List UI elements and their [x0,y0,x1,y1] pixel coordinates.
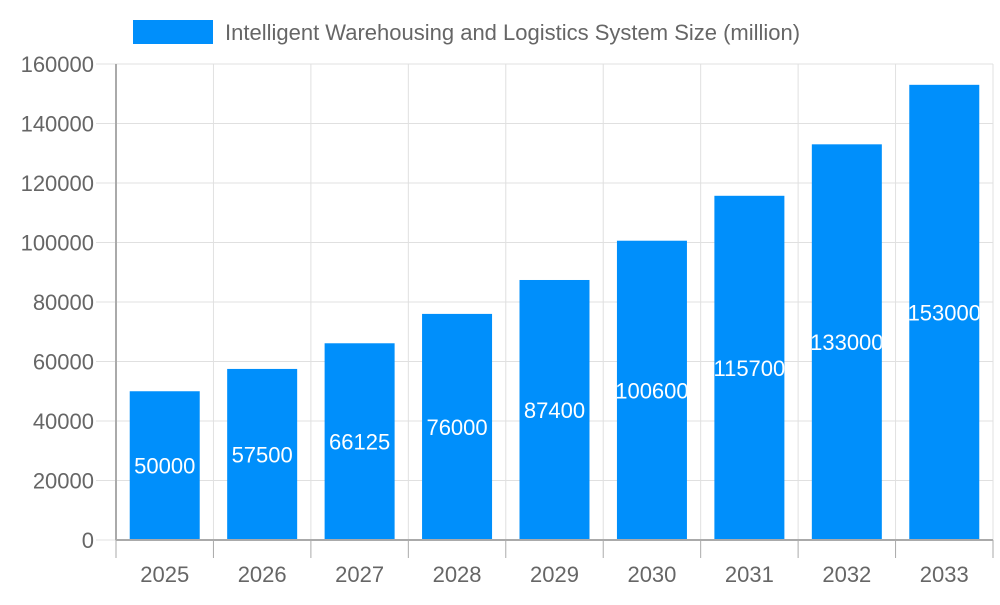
bar[interactable] [811,144,882,540]
y-tick-label: 40000 [33,409,94,434]
bars: 50000 57500 66125 76000 87400 100600 115700 133… [129,84,981,541]
data-label: 66125 [329,430,390,455]
data-label: 100600 [615,378,688,403]
data-label: 76000 [426,415,487,440]
bar[interactable] [616,240,687,540]
y-tick-label: 80000 [33,290,94,315]
y-tick-label: 0 [82,528,94,553]
x-tick-label: 2026 [238,562,287,587]
axes: 0 20000 40000 60000 80000 100000 120000 140000 1… [21,52,994,587]
bar[interactable] [422,313,493,540]
x-tick-label: 2029 [530,562,579,587]
data-label: 50000 [134,454,195,479]
data-label: 133000 [810,330,883,355]
x-tick-label: 2033 [920,562,969,587]
bar[interactable] [227,368,298,540]
x-tick-label: 2025 [140,562,189,587]
y-tick-label: 140000 [21,112,94,137]
legend-swatch [133,20,213,44]
bar[interactable] [909,84,980,540]
x-tick-label: 2030 [627,562,676,587]
x-tick-label: 2032 [822,562,871,587]
y-tick-label: 60000 [33,350,94,375]
data-label: 153000 [908,300,981,325]
legend[interactable]: Intelligent Warehousing and Logistics Sy… [133,20,800,45]
legend-label: Intelligent Warehousing and Logistics Sy… [225,20,800,45]
y-tick-label: 160000 [21,52,94,77]
bar[interactable] [519,279,590,540]
data-label: 115700 [713,356,785,381]
x-tick-label: 2027 [335,562,384,587]
x-tick-label: 2031 [725,562,774,587]
bar[interactable] [714,195,785,541]
data-label: 87400 [524,398,585,423]
y-tick-label: 20000 [33,469,94,494]
y-tick-label: 120000 [21,171,94,196]
y-tick-label: 100000 [21,231,94,256]
bar[interactable] [324,343,395,540]
bar[interactable] [129,391,200,540]
data-label: 57500 [232,442,293,467]
x-tick-label: 2028 [433,562,482,587]
